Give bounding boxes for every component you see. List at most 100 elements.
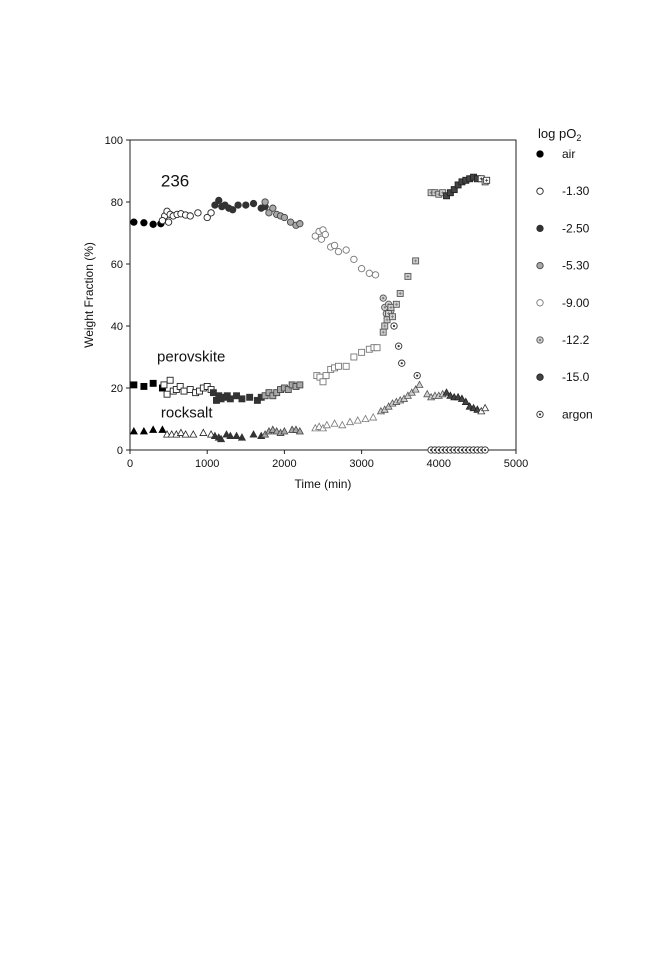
236-point <box>342 246 350 254</box>
236-point-inner <box>484 448 487 452</box>
236-point <box>194 209 202 217</box>
rocksalt-point <box>272 426 281 435</box>
series-rocksalt-air <box>129 425 167 435</box>
rocksalt-point <box>473 405 482 413</box>
legend-label-5: -12.2 <box>562 333 590 347</box>
marks-layer <box>129 173 491 454</box>
y-axis-title: Weight Fraction (%) <box>82 242 96 348</box>
rocksalt-point <box>481 403 490 412</box>
legend-marker-3 <box>536 261 544 270</box>
rocksalt-point <box>457 394 467 402</box>
legend-title: log pO2 <box>538 126 581 143</box>
236-point <box>242 201 250 209</box>
236-point <box>265 209 273 217</box>
rocksalt-point <box>469 403 478 412</box>
legend-title-sub: 2 <box>576 133 581 143</box>
rocksalt-point <box>330 419 339 427</box>
236-point <box>164 218 173 226</box>
rocksalt-point <box>423 389 432 398</box>
perovskite-point <box>176 383 184 390</box>
legend-title-main: log pO <box>538 126 576 141</box>
perovskite-point <box>334 362 342 370</box>
rocksalt-point <box>411 385 420 393</box>
perovskite-point <box>246 393 254 401</box>
rocksalt-point <box>149 425 158 433</box>
236-point <box>317 235 326 243</box>
series-label-rocksalt: rocksalt <box>161 404 214 421</box>
series-label-layer: 236 perovskite rocksalt <box>157 172 225 422</box>
rocksalt-point <box>345 417 355 426</box>
rocksalt-point <box>232 431 241 440</box>
legend-entry-7: argon <box>536 407 593 421</box>
236-point <box>158 216 167 225</box>
236-point <box>357 264 366 273</box>
rocksalt-point <box>222 430 231 438</box>
rocksalt-point <box>217 434 226 443</box>
legend-label-1: -1.30 <box>562 184 590 198</box>
perovskite-point <box>373 344 381 352</box>
series-label-236: 236 <box>161 172 189 191</box>
rocksalt-point <box>176 428 186 436</box>
rocksalt-point <box>465 402 474 410</box>
series-perovskite--12.2 <box>379 189 447 336</box>
236-point <box>296 220 304 228</box>
perovskite-point <box>130 381 138 389</box>
perovskite-point <box>180 387 188 395</box>
rocksalt-point <box>199 428 208 436</box>
y-tick-label-3: 60 <box>111 259 123 271</box>
rocksalt-point <box>338 420 347 429</box>
series-rocksalt-argon <box>477 403 490 415</box>
series-perovskite--5.30 <box>261 381 304 400</box>
rocksalt-point <box>295 426 304 435</box>
236-point <box>229 206 237 214</box>
236-point <box>149 220 157 228</box>
x-tick-label-2: 2000 <box>272 458 296 470</box>
series-236-air <box>130 218 165 228</box>
series-perovskite-argon <box>477 175 491 186</box>
x-tick-label-5: 5000 <box>504 458 528 470</box>
rocksalt-point <box>210 431 219 440</box>
rocksalt-point <box>268 425 277 433</box>
236-point <box>286 218 295 226</box>
236-point-inner <box>392 324 396 328</box>
legend-label-7: argon <box>562 407 593 421</box>
legend-entry-0: air <box>536 147 575 161</box>
series-perovskite--2.50 <box>209 389 265 404</box>
236-point <box>234 201 242 209</box>
236-point-inner <box>382 297 385 300</box>
236-point <box>321 230 329 239</box>
236-point-inner <box>383 306 386 309</box>
series-236--5.30 <box>261 198 304 229</box>
rocksalt-point <box>158 425 167 433</box>
legend: log pO2 air -1.30 -2.50 -5.30 -9.00 -12.2 -15.… <box>536 126 593 421</box>
series-236--1.30 <box>158 207 215 226</box>
legend-label-6: -15.0 <box>562 370 590 384</box>
legend-label-0: air <box>562 147 575 161</box>
legend-marker-6 <box>536 373 544 381</box>
y-tick-label-2: 40 <box>111 321 123 333</box>
x-tick-label-3: 3000 <box>349 458 373 470</box>
236-point <box>311 232 319 240</box>
perovskite-point <box>350 353 358 361</box>
x-tick-label-4: 4000 <box>427 458 451 470</box>
perovskite-point <box>450 186 458 194</box>
perovskite-point <box>319 378 327 386</box>
legend-marker-0 <box>536 150 544 158</box>
perovskite-point <box>226 395 234 403</box>
236-point <box>207 209 215 217</box>
236-point <box>249 199 258 208</box>
perovskite-point <box>149 379 157 387</box>
perovskite-point <box>238 395 246 403</box>
series-rocksalt--9.00 <box>311 413 378 432</box>
rocksalt-point <box>249 430 258 438</box>
236-point-inner <box>397 345 400 348</box>
236-point <box>211 201 219 209</box>
y-tick-label-5: 100 <box>105 135 123 147</box>
x-axis-title: Time (min) <box>295 477 352 491</box>
series-perovskite--1.30 <box>160 376 215 398</box>
legend-entry-5: -12.2 <box>536 333 590 347</box>
legend-marker-1 <box>536 187 544 195</box>
rocksalt-point <box>369 413 378 421</box>
236-point <box>186 212 194 220</box>
